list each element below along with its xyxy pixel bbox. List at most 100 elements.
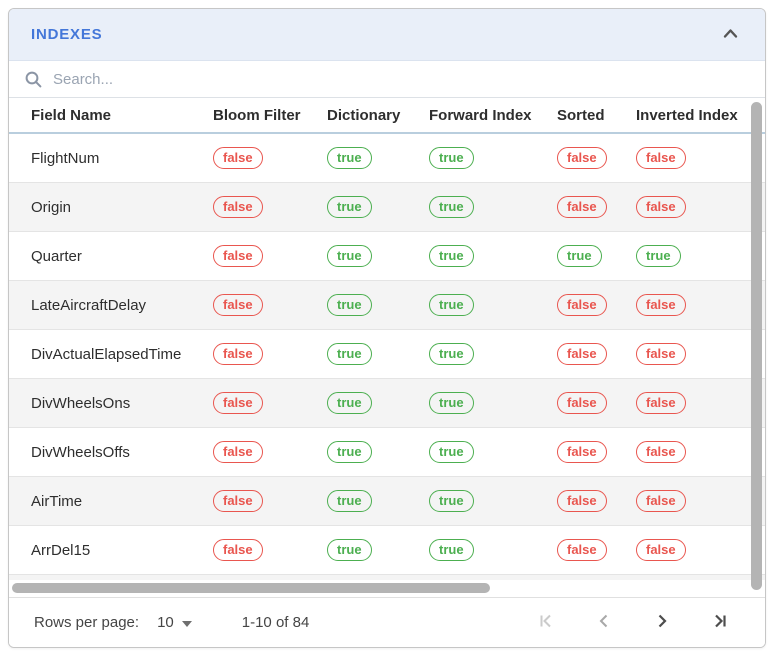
forward-index-badge: true [429,343,474,365]
table-row: ArrDel15 false true true false false [9,526,765,575]
dictionary-badge: true [327,490,372,512]
table-header-row: Field Name Bloom Filter Dictionary Forwa… [9,98,765,134]
field-name-cell: DivActualElapsedTime [31,345,182,363]
inverted-index-badge: true [636,245,681,267]
rows-per-page-value: 10 [157,614,174,631]
column-header-bloom-filter: Bloom Filter [213,106,301,124]
field-name-cell: DivWheelsOns [31,394,131,412]
partially-visible-row [9,575,765,580]
dictionary-badge: true [327,539,372,561]
dictionary-badge: true [327,245,372,267]
bloom-filter-badge: false [213,343,263,365]
field-name-cell: DivWheelsOffs [31,443,130,461]
bloom-filter-badge: false [213,196,263,218]
field-name-cell: LateAircraftDelay [31,296,147,314]
table-row: AirTime false true true false false [9,477,765,526]
column-header-inverted-index: Inverted Index [636,106,738,124]
field-name-cell: FlightNum [31,149,100,167]
vertical-scrollbar-thumb[interactable] [751,102,762,590]
forward-index-badge: true [429,392,474,414]
dictionary-badge: true [327,392,372,414]
horizontal-scrollbar[interactable] [9,580,765,597]
first-page-button[interactable] [535,610,557,635]
inverted-index-badge: false [636,294,686,316]
search-bar [9,61,765,98]
chevron-left-icon [595,612,613,633]
inverted-index-badge: false [636,196,686,218]
dictionary-badge: true [327,294,372,316]
bloom-filter-badge: false [213,294,263,316]
field-name-cell: Origin [31,198,72,216]
sorted-badge: false [557,196,607,218]
column-header-field-name: Field Name [31,106,112,124]
sorted-badge: false [557,490,607,512]
column-header-forward-index: Forward Index [429,106,532,124]
forward-index-badge: true [429,441,474,463]
collapse-button[interactable] [718,23,743,46]
column-header-dictionary: Dictionary [327,106,401,124]
table-row: LateAircraftDelay false true true false … [9,281,765,330]
indexes-table: Field Name Bloom Filter Dictionary Forwa… [9,98,765,580]
inverted-index-badge: false [636,539,686,561]
table-row: Quarter false true true true true [9,232,765,281]
sorted-badge: false [557,441,607,463]
search-input[interactable] [53,70,750,88]
last-page-icon [711,612,729,633]
next-page-button[interactable] [651,610,673,635]
table-scroll-region: Field Name Bloom Filter Dictionary Forwa… [9,98,765,597]
forward-index-badge: true [429,196,474,218]
table-body: FlightNum false true true false false Or… [9,134,765,575]
page-range-text: 1-10 of 84 [241,614,310,631]
rows-per-page-select[interactable]: 10 [157,614,192,631]
chevron-right-icon [653,612,671,633]
search-icon [24,70,43,89]
forward-index-badge: true [429,294,474,316]
dictionary-badge: true [327,196,372,218]
dictionary-badge: true [327,441,372,463]
pager-controls [535,610,745,635]
bloom-filter-badge: false [213,490,263,512]
panel-header[interactable]: INDEXES [9,9,765,61]
table-row: DivWheelsOns false true true false false [9,379,765,428]
chevron-up-icon [722,27,739,42]
bloom-filter-badge: false [213,539,263,561]
dictionary-badge: true [327,343,372,365]
bloom-filter-badge: false [213,147,263,169]
forward-index-badge: true [429,245,474,267]
previous-page-button[interactable] [593,610,615,635]
field-name-cell: Quarter [31,247,82,265]
dropdown-arrow-icon [181,620,192,627]
inverted-index-badge: false [636,441,686,463]
bloom-filter-badge: false [213,392,263,414]
inverted-index-badge: false [636,392,686,414]
inverted-index-badge: false [636,147,686,169]
column-header-sorted: Sorted [557,106,605,124]
bloom-filter-badge: false [213,245,263,267]
sorted-badge: true [557,245,602,267]
sorted-badge: false [557,294,607,316]
table-row: FlightNum false true true false false [9,134,765,183]
pagination-bar: Rows per page: 10 1-10 of 84 [9,597,765,647]
bloom-filter-badge: false [213,441,263,463]
forward-index-badge: true [429,490,474,512]
horizontal-scrollbar-thumb[interactable] [12,583,490,593]
indexes-panel: INDEXES Field Name Bloom Filter Dictiona… [8,8,766,648]
table-row: Origin false true true false false [9,183,765,232]
sorted-badge: false [557,539,607,561]
panel-title: INDEXES [31,26,103,43]
last-page-button[interactable] [709,610,731,635]
field-name-cell: AirTime [31,492,83,510]
forward-index-badge: true [429,147,474,169]
sorted-badge: false [557,392,607,414]
inverted-index-badge: false [636,490,686,512]
inverted-index-badge: false [636,343,686,365]
forward-index-badge: true [429,539,474,561]
table-row: DivWheelsOffs false true true false fals… [9,428,765,477]
dictionary-badge: true [327,147,372,169]
sorted-badge: false [557,343,607,365]
rows-per-page-label: Rows per page: [34,614,140,631]
sorted-badge: false [557,147,607,169]
table-row: DivActualElapsedTime false true true fal… [9,330,765,379]
first-page-icon [537,612,555,633]
field-name-cell: ArrDel15 [31,541,91,559]
